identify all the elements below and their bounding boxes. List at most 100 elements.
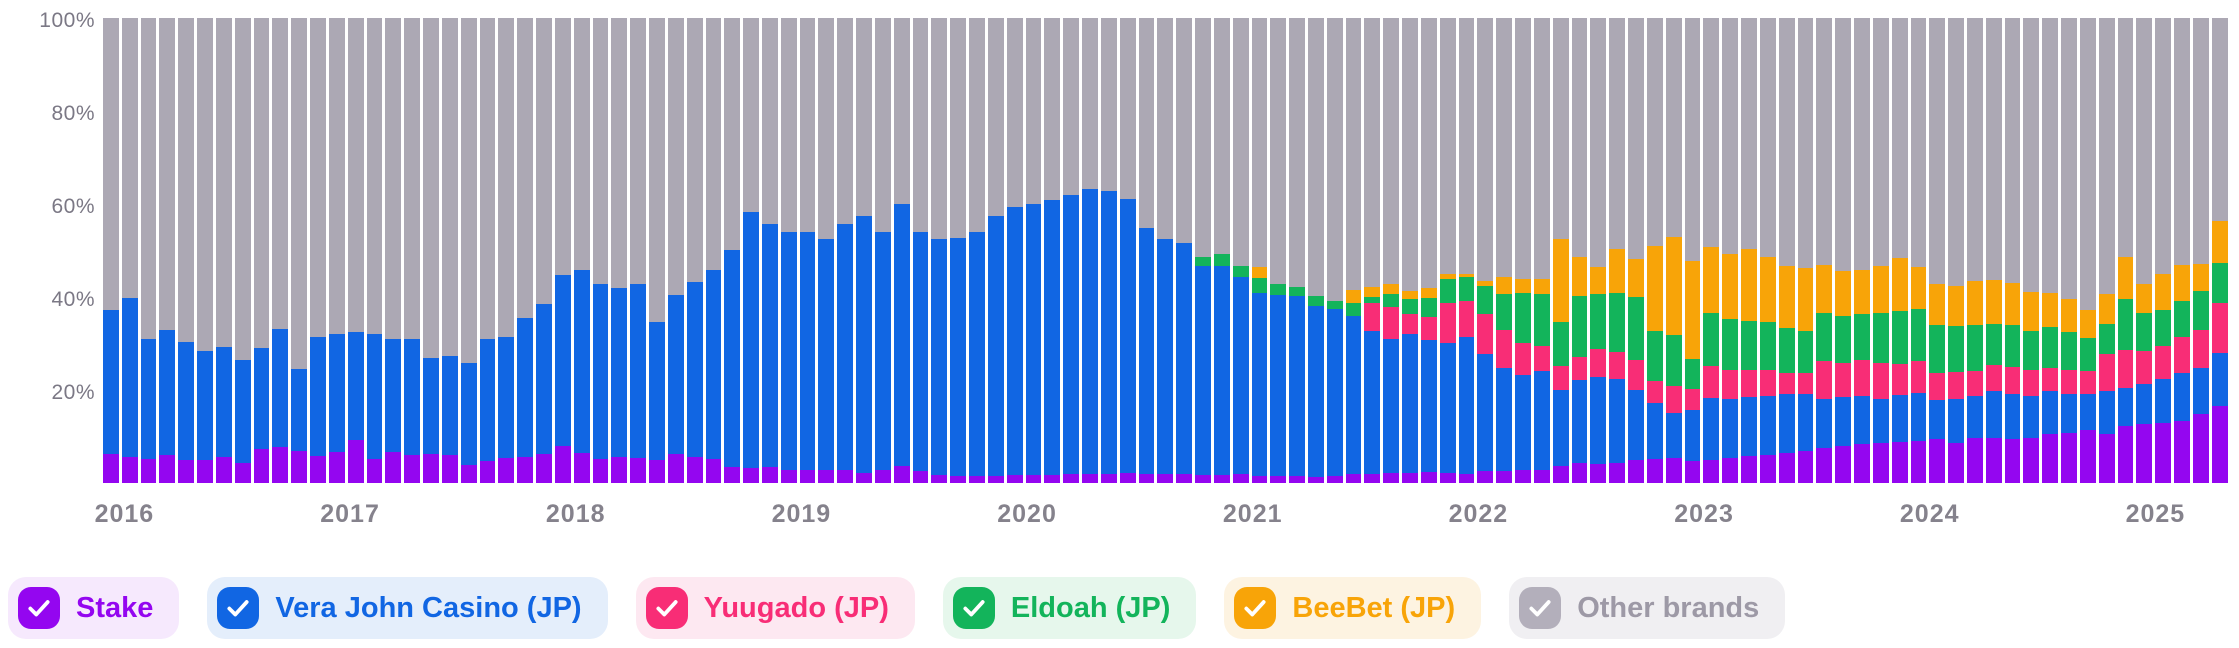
checkbox-checked-icon[interactable] — [952, 587, 995, 629]
legend-item-other-brands[interactable]: Other brands — [1509, 577, 1786, 639]
bar-2024-12[interactable] — [2117, 18, 2134, 483]
bar-2022-05[interactable] — [1533, 18, 1550, 483]
bar-2023-12[interactable] — [1891, 18, 1908, 483]
bar-2022-07[interactable] — [1571, 18, 1588, 483]
bar-2022-02[interactable] — [1477, 18, 1494, 483]
bar-2024-10[interactable] — [2079, 18, 2096, 483]
bar-2024-08[interactable] — [2042, 18, 2059, 483]
legend-item-vera-john-casino-jp[interactable]: Vera John Casino (JP) — [207, 577, 608, 639]
bar-2021-04[interactable] — [1289, 18, 1305, 483]
bar-2023-02[interactable] — [1703, 18, 1720, 483]
bar-2020-03[interactable] — [1044, 18, 1061, 483]
bar-2020-12[interactable] — [1213, 18, 1230, 483]
bar-2023-05[interactable] — [1759, 18, 1776, 483]
bar-2022-10[interactable] — [1628, 18, 1644, 483]
bar-2025-01[interactable] — [2136, 18, 2153, 483]
bar-2018-01[interactable] — [554, 18, 571, 483]
bar-2023-01[interactable] — [1684, 18, 1701, 483]
bar-2019-09[interactable] — [931, 18, 948, 483]
bar-2019-05[interactable] — [856, 18, 872, 483]
bar-2017-02[interactable] — [347, 18, 364, 483]
bar-2022-11[interactable] — [1646, 18, 1663, 483]
bar-2020-11[interactable] — [1195, 18, 1211, 483]
bar-2018-12[interactable] — [761, 18, 778, 483]
bar-2020-06[interactable] — [1100, 18, 1117, 483]
bar-2022-01[interactable] — [1458, 18, 1475, 483]
bar-2018-11[interactable] — [743, 18, 759, 483]
bar-2016-10[interactable] — [272, 18, 289, 483]
bar-2021-05[interactable] — [1308, 18, 1324, 483]
bar-2019-02[interactable] — [799, 18, 816, 483]
bar-2021-11[interactable] — [1420, 18, 1437, 483]
bar-2018-02[interactable] — [573, 18, 590, 483]
bar-2024-06[interactable] — [2004, 18, 2021, 483]
bar-2022-03[interactable] — [1496, 18, 1513, 483]
bar-2024-04[interactable] — [1966, 18, 1983, 483]
bar-2022-08[interactable] — [1590, 18, 1607, 483]
bar-2019-10[interactable] — [950, 18, 967, 483]
bar-2023-09[interactable] — [1835, 18, 1852, 483]
bar-2016-12[interactable] — [310, 18, 326, 483]
bar-2019-11[interactable] — [969, 18, 985, 483]
legend-item-eldoah-jp[interactable]: Eldoah (JP) — [942, 577, 1197, 639]
checkbox-checked-icon[interactable] — [18, 587, 60, 629]
legend-item-beebet-jp[interactable]: BeeBet (JP) — [1224, 577, 1482, 639]
bar-2021-01[interactable] — [1232, 18, 1249, 483]
bar-2024-01[interactable] — [1910, 18, 1927, 483]
bar-2018-09[interactable] — [705, 18, 722, 483]
bar-2024-07[interactable] — [2023, 18, 2040, 483]
bar-2021-10[interactable] — [1402, 18, 1418, 483]
bar-2023-06[interactable] — [1778, 18, 1795, 483]
bar-2017-03[interactable] — [366, 18, 383, 483]
bar-2017-04[interactable] — [385, 18, 402, 483]
bar-2019-03[interactable] — [818, 18, 835, 483]
bar-2023-11[interactable] — [1872, 18, 1889, 483]
bar-2022-09[interactable] — [1609, 18, 1626, 483]
bar-2024-11[interactable] — [2098, 18, 2115, 483]
bar-2020-01[interactable] — [1006, 18, 1023, 483]
bar-2021-06[interactable] — [1326, 18, 1343, 483]
bar-2016-09[interactable] — [253, 18, 270, 483]
bar-2019-06[interactable] — [874, 18, 891, 483]
bar-2025-03[interactable] — [2174, 18, 2190, 483]
bar-2021-07[interactable] — [1345, 18, 1362, 483]
bar-2016-03[interactable] — [140, 18, 157, 483]
checkbox-checked-icon[interactable] — [645, 587, 688, 629]
bar-2017-07[interactable] — [441, 18, 458, 483]
bar-2025-05[interactable] — [2211, 18, 2228, 483]
bar-2017-10[interactable] — [498, 18, 515, 483]
bar-2018-06[interactable] — [649, 18, 665, 483]
bar-2017-08[interactable] — [460, 18, 477, 483]
bar-2022-12[interactable] — [1665, 18, 1682, 483]
bar-2022-04[interactable] — [1515, 18, 1531, 483]
bar-2020-10[interactable] — [1176, 18, 1193, 483]
bar-2022-06[interactable] — [1552, 18, 1569, 483]
bar-2023-08[interactable] — [1816, 18, 1833, 483]
bar-2016-08[interactable] — [234, 18, 251, 483]
bar-2020-04[interactable] — [1063, 18, 1080, 483]
bar-2017-05[interactable] — [404, 18, 421, 483]
bar-2020-08[interactable] — [1138, 18, 1155, 483]
legend-item-stake[interactable]: Stake — [8, 577, 180, 639]
checkbox-checked-icon[interactable] — [1234, 587, 1277, 629]
bar-2023-03[interactable] — [1722, 18, 1739, 483]
bar-2017-06[interactable] — [423, 18, 439, 483]
bar-2020-09[interactable] — [1157, 18, 1174, 483]
bar-2019-08[interactable] — [912, 18, 929, 483]
checkbox-checked-icon[interactable] — [217, 587, 260, 629]
bar-2023-10[interactable] — [1854, 18, 1870, 483]
bar-2025-04[interactable] — [2192, 18, 2209, 483]
bar-2016-04[interactable] — [159, 18, 176, 483]
bar-2021-12[interactable] — [1439, 18, 1456, 483]
bar-2021-09[interactable] — [1383, 18, 1400, 483]
bar-2024-03[interactable] — [1948, 18, 1964, 483]
bar-2017-09[interactable] — [479, 18, 496, 483]
bar-2021-02[interactable] — [1251, 18, 1268, 483]
bar-2021-08[interactable] — [1364, 18, 1381, 483]
checkbox-checked-icon[interactable] — [1519, 587, 1562, 629]
bar-2019-01[interactable] — [780, 18, 797, 483]
bar-2016-11[interactable] — [291, 18, 308, 483]
bar-2017-12[interactable] — [536, 18, 552, 483]
bar-2018-10[interactable] — [724, 18, 741, 483]
bar-2020-02[interactable] — [1025, 18, 1042, 483]
